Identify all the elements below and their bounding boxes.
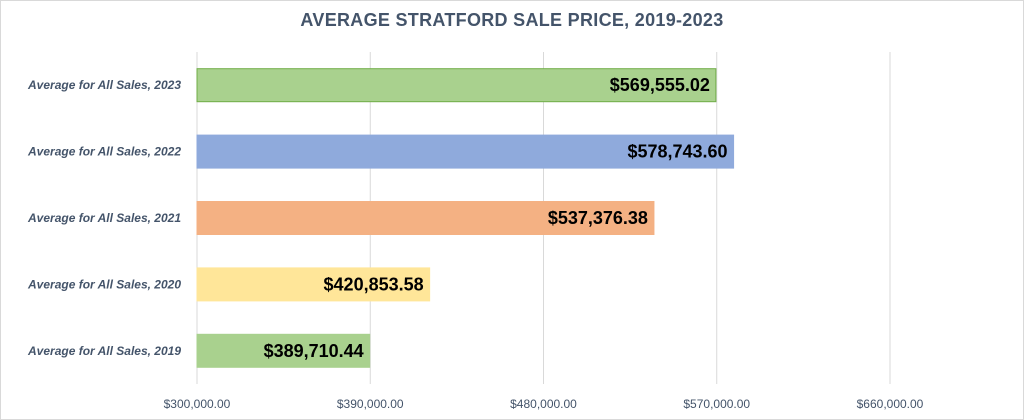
bar xyxy=(196,267,431,302)
x-tick-label: $660,000.00 xyxy=(857,397,924,411)
bar xyxy=(196,201,655,235)
data-label: $578,743.60 xyxy=(627,142,727,162)
x-tick-label: $300,000.00 xyxy=(164,397,231,411)
bar xyxy=(196,333,371,368)
category-label: Average for All Sales, 2020 xyxy=(27,277,181,291)
bar xyxy=(196,134,735,169)
data-label: $389,710.44 xyxy=(264,341,364,361)
bars xyxy=(196,68,735,368)
data-label: $420,853.58 xyxy=(324,274,424,294)
tick-labels: $300,000.00 $390,000.00 $480,000.00 $570,00… xyxy=(164,397,924,411)
data-label: $537,376.38 xyxy=(548,208,648,228)
category-label: Average for All Sales, 2019 xyxy=(27,344,181,358)
category-labels: Average for All Sales, 2023 Average for A… xyxy=(27,78,181,358)
x-tick-label: $570,000.00 xyxy=(683,397,750,411)
x-tick-label: $480,000.00 xyxy=(510,397,577,411)
chart-title: AVERAGE STRATFORD SALE PRICE, 2019-2023 xyxy=(300,10,724,30)
category-label: Average for All Sales, 2023 xyxy=(27,78,181,92)
data-label: $569,555.02 xyxy=(610,75,710,95)
data-labels: $569,555.02 $578,743.60 $537,376.38 $420,85… xyxy=(264,75,728,361)
bar xyxy=(196,68,717,103)
category-label: Average for All Sales, 2022 xyxy=(27,145,181,159)
category-label: Average for All Sales, 2021 xyxy=(27,211,181,225)
x-tick-label: $390,000.00 xyxy=(337,397,404,411)
